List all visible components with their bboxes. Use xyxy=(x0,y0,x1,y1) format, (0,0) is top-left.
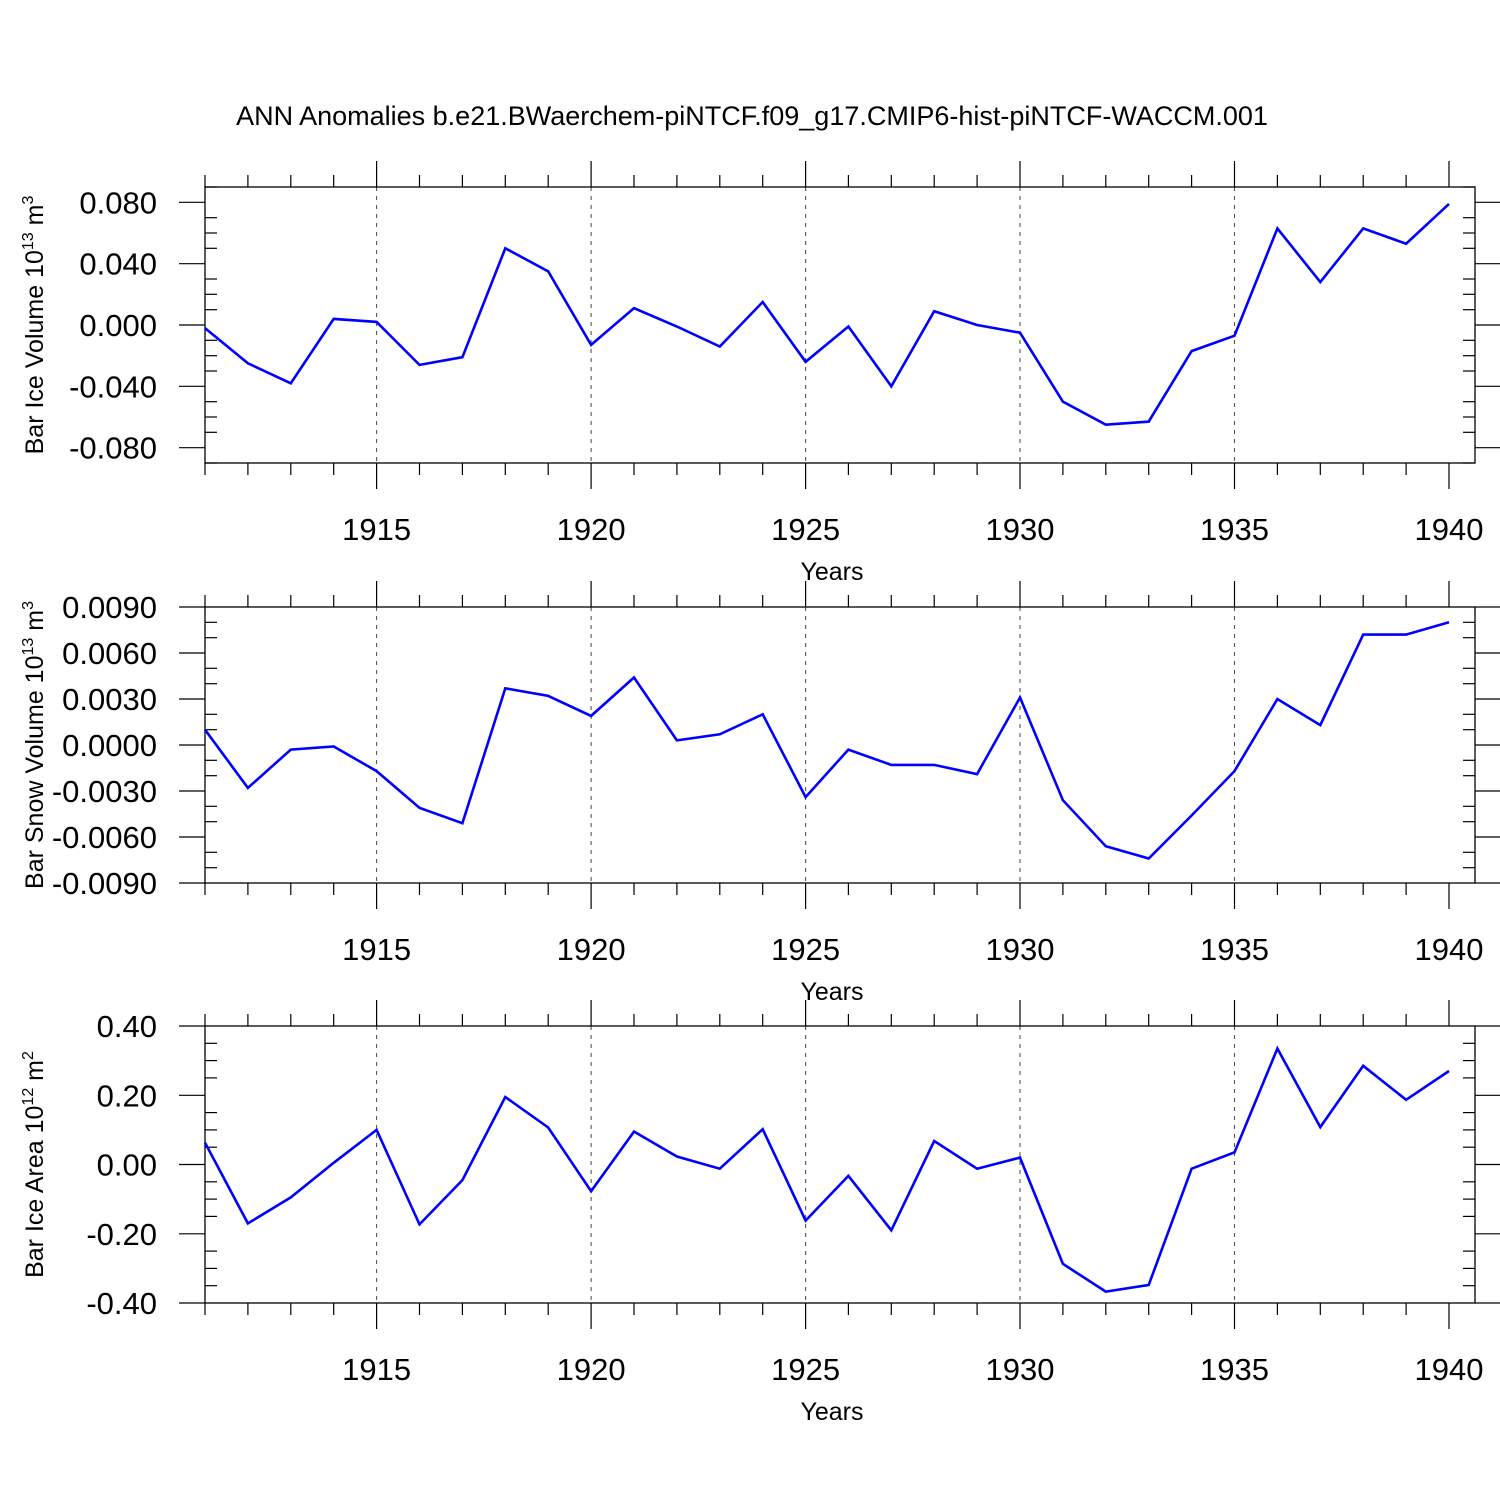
x-tick-label: 1935 xyxy=(1200,932,1269,967)
x-axis-title: Years xyxy=(800,978,863,1006)
y-tick-label: -0.040 xyxy=(69,369,157,404)
x-tick-label: 1940 xyxy=(1415,1352,1484,1387)
y-tick-label: 0.0000 xyxy=(62,728,157,763)
x-tick-label: 1925 xyxy=(771,512,840,547)
panel-ice-area: 0.40 0.20 0.00 -0.20 -0.40 1915 1920 1925 1930 19… xyxy=(20,1000,1500,1426)
y-axis-title: Bar Ice Volume 1013 m3 xyxy=(20,196,49,455)
panel-ice-volume: 0.080 0.040 0.000 -0.040 -0.080 1915 1920 1925 1… xyxy=(20,161,1500,586)
panels: 0.080 0.040 0.000 -0.040 -0.080 1915 1920 1925 1… xyxy=(20,161,1500,1426)
y-tick-label: -0.0030 xyxy=(52,774,157,809)
y-tick-label: -0.40 xyxy=(86,1286,157,1321)
x-tick-label: 1930 xyxy=(986,1352,1055,1387)
x-tick-label: 1930 xyxy=(986,512,1055,547)
x-axis-title: Years xyxy=(800,1398,863,1426)
y-axis-title: Bar Snow Volume 1013 m3 xyxy=(20,601,49,889)
y-tick-label: 0.0090 xyxy=(62,590,157,625)
y-axis-title: Bar Ice Area 1012 m2 xyxy=(20,1051,49,1278)
x-tick-label: 1935 xyxy=(1200,1352,1269,1387)
x-tick-label: 1920 xyxy=(557,932,626,967)
y-tick-label: -0.0060 xyxy=(52,820,157,855)
y-tick-label: -0.0090 xyxy=(52,866,157,901)
y-tick-label: -0.20 xyxy=(86,1217,157,1252)
x-tick-label: 1915 xyxy=(342,1352,411,1387)
y-tick-label: 0.080 xyxy=(79,185,157,220)
x-tick-label: 1920 xyxy=(557,512,626,547)
x-tick-label: 1925 xyxy=(771,1352,840,1387)
panel-snow-volume: 0.0090 0.0060 0.0030 0.0000 -0.0030 -0.0060 -0… xyxy=(20,581,1500,1006)
x-tick-label: 1915 xyxy=(342,512,411,547)
y-tick-label: -0.080 xyxy=(69,431,157,466)
x-tick-label: 1930 xyxy=(986,932,1055,967)
x-tick-label: 1925 xyxy=(771,932,840,967)
y-tick-label: 0.040 xyxy=(79,247,157,282)
y-tick-label: 0.0030 xyxy=(62,682,157,717)
plot-frame xyxy=(204,1025,1476,1304)
x-tick-label: 1935 xyxy=(1200,512,1269,547)
x-tick-label: 1915 xyxy=(342,932,411,967)
plot-frame xyxy=(204,606,1476,884)
y-tick-label: 0.40 xyxy=(97,1009,157,1044)
x-axis-title: Years xyxy=(800,558,863,586)
y-tick-label: 0.20 xyxy=(97,1078,157,1113)
chart-title: ANN Anomalies b.e21.BWaerchem-piNTCF.f09… xyxy=(236,101,1268,131)
y-tick-label: 0.000 xyxy=(79,308,157,343)
series-line-ice-volume xyxy=(204,202,1450,427)
series-line-ice-area xyxy=(203,1045,1450,1293)
x-tick-label: 1920 xyxy=(557,1352,626,1387)
y-tick-label: 0.0060 xyxy=(62,636,157,671)
series-line-snow-volume xyxy=(203,621,1450,860)
y-tick-label: 0.00 xyxy=(97,1148,157,1183)
x-tick-label: 1940 xyxy=(1415,932,1484,967)
plot-frame xyxy=(204,186,1476,464)
x-tick-label: 1940 xyxy=(1415,512,1484,547)
